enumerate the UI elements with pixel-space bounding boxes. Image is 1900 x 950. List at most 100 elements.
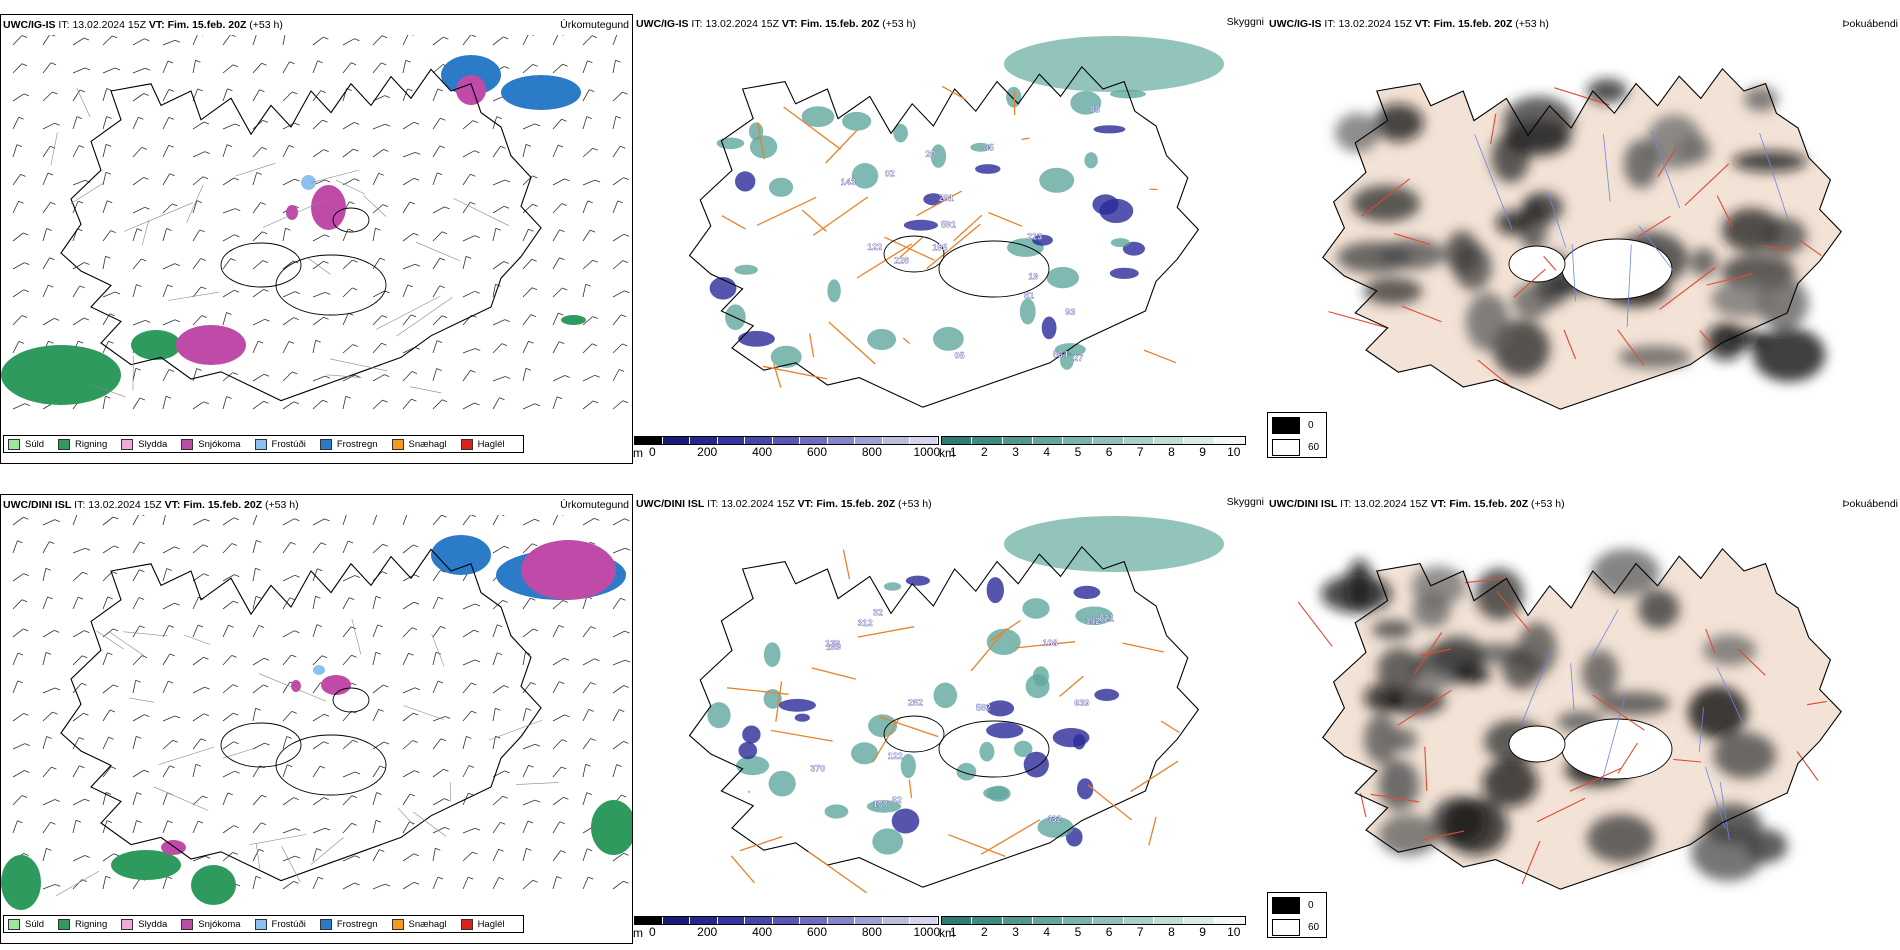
wind-barb-flag xyxy=(442,399,448,403)
wind-barb xyxy=(222,312,227,326)
wind-barb xyxy=(162,396,167,410)
wind-barb xyxy=(492,205,505,214)
fog-index-area xyxy=(1453,664,1491,685)
wind-barb-flag xyxy=(561,203,567,206)
precip-area xyxy=(591,800,632,855)
wind-barb-flag xyxy=(174,546,180,550)
river xyxy=(1626,244,1632,328)
wind-barb-flag xyxy=(84,630,90,633)
wind-barb xyxy=(462,765,470,778)
low-visibility-area xyxy=(827,279,841,303)
wind-barb xyxy=(102,144,107,158)
wind-barb xyxy=(162,515,166,526)
wind-barb-flag xyxy=(204,855,211,859)
road xyxy=(1148,816,1157,846)
wind-barb-flag xyxy=(440,117,446,121)
colorbar-tick-label: 1 xyxy=(949,445,957,459)
wind-barb xyxy=(282,542,291,554)
wind-barb xyxy=(132,769,145,778)
wind-barb-flag xyxy=(108,736,114,740)
wind-barb-flag xyxy=(169,765,175,769)
wind-barb-flag xyxy=(439,145,445,149)
wind-barb xyxy=(582,229,591,242)
wind-barb xyxy=(132,515,139,526)
legend-swatch xyxy=(121,438,134,450)
wind-barb-flag xyxy=(263,400,269,404)
wind-barb-flag xyxy=(233,825,239,828)
wind-barb xyxy=(612,35,618,46)
wind-barb xyxy=(282,291,295,298)
road xyxy=(109,631,145,656)
wind-barb xyxy=(252,657,265,666)
wind-barb xyxy=(222,289,235,298)
wind-barb xyxy=(432,652,437,666)
wind-barb-flag xyxy=(624,547,631,551)
wind-barb-flag xyxy=(350,62,357,66)
wind-barb-flag xyxy=(527,820,534,824)
wind-barb-flag xyxy=(258,340,264,344)
wind-barb-flag xyxy=(168,89,175,92)
wind-barb xyxy=(252,373,265,382)
wind-barb-flag xyxy=(172,203,178,207)
road xyxy=(879,716,939,738)
wind-barb-flag xyxy=(107,200,113,204)
wind-barb-flag xyxy=(203,573,209,577)
visibility-value-label: 93 xyxy=(1065,307,1075,317)
low-visibility-area xyxy=(735,171,756,192)
road xyxy=(801,209,827,232)
wind-barb-flag xyxy=(415,152,421,155)
wind-barb-flag xyxy=(530,314,537,317)
wind-barb-flag xyxy=(230,35,236,37)
wind-barb-flag xyxy=(594,518,600,521)
wind-barb xyxy=(132,206,145,214)
colorbar-cell xyxy=(1063,437,1094,444)
wind-barb xyxy=(282,797,294,806)
wind-barb xyxy=(582,400,594,410)
wind-barb-flag xyxy=(556,396,563,400)
legend-label: Slydda xyxy=(138,918,168,930)
wind-barb-flag xyxy=(530,597,536,601)
glacier-outline xyxy=(883,235,945,273)
wind-barb-flag xyxy=(107,652,113,656)
colorbar-cell xyxy=(972,917,1003,924)
wind-barb-flag xyxy=(200,286,207,290)
wind-barb xyxy=(612,764,617,778)
fog-index-area xyxy=(1346,558,1374,614)
wind-barb xyxy=(402,263,416,270)
glacier-outline xyxy=(332,207,370,233)
wind-barb xyxy=(72,89,81,102)
legend-label: Slydda xyxy=(138,438,168,450)
panel-title: Þokuábendi xyxy=(1842,18,1898,30)
wind-barb xyxy=(252,822,262,834)
wind-barb xyxy=(102,230,112,242)
wind-barb xyxy=(582,792,588,806)
road xyxy=(453,198,510,227)
wind-barb-flag xyxy=(174,39,181,43)
wind-barb-flag xyxy=(504,319,510,322)
wind-barb xyxy=(252,708,256,722)
wind-barb xyxy=(162,792,168,806)
wind-barb-flag xyxy=(79,89,86,93)
wind-barb-flag xyxy=(106,116,112,119)
wind-barb xyxy=(192,764,197,778)
wind-barb-flag xyxy=(110,766,117,770)
road xyxy=(990,619,1021,642)
wind-barb-flag xyxy=(436,340,443,343)
wind-barb-flag xyxy=(263,373,270,377)
wind-barb-flag xyxy=(320,90,326,93)
wind-barb-flag xyxy=(112,571,118,575)
wind-barb xyxy=(402,177,415,186)
wind-barb-flag xyxy=(413,853,419,857)
colorbar-cell xyxy=(717,917,746,924)
wind-barb-flag xyxy=(105,792,112,795)
wind-barb-flag xyxy=(78,145,85,148)
wind-barb xyxy=(612,290,625,298)
road xyxy=(902,337,911,344)
wind-barb xyxy=(132,147,143,158)
wind-barb xyxy=(552,515,559,526)
wind-barb-flag xyxy=(204,686,210,690)
precip-area xyxy=(131,330,181,360)
panel-title: Þokuábendi xyxy=(1842,498,1898,510)
wind-barb-flag xyxy=(78,200,84,204)
legend-swatch xyxy=(254,918,267,930)
